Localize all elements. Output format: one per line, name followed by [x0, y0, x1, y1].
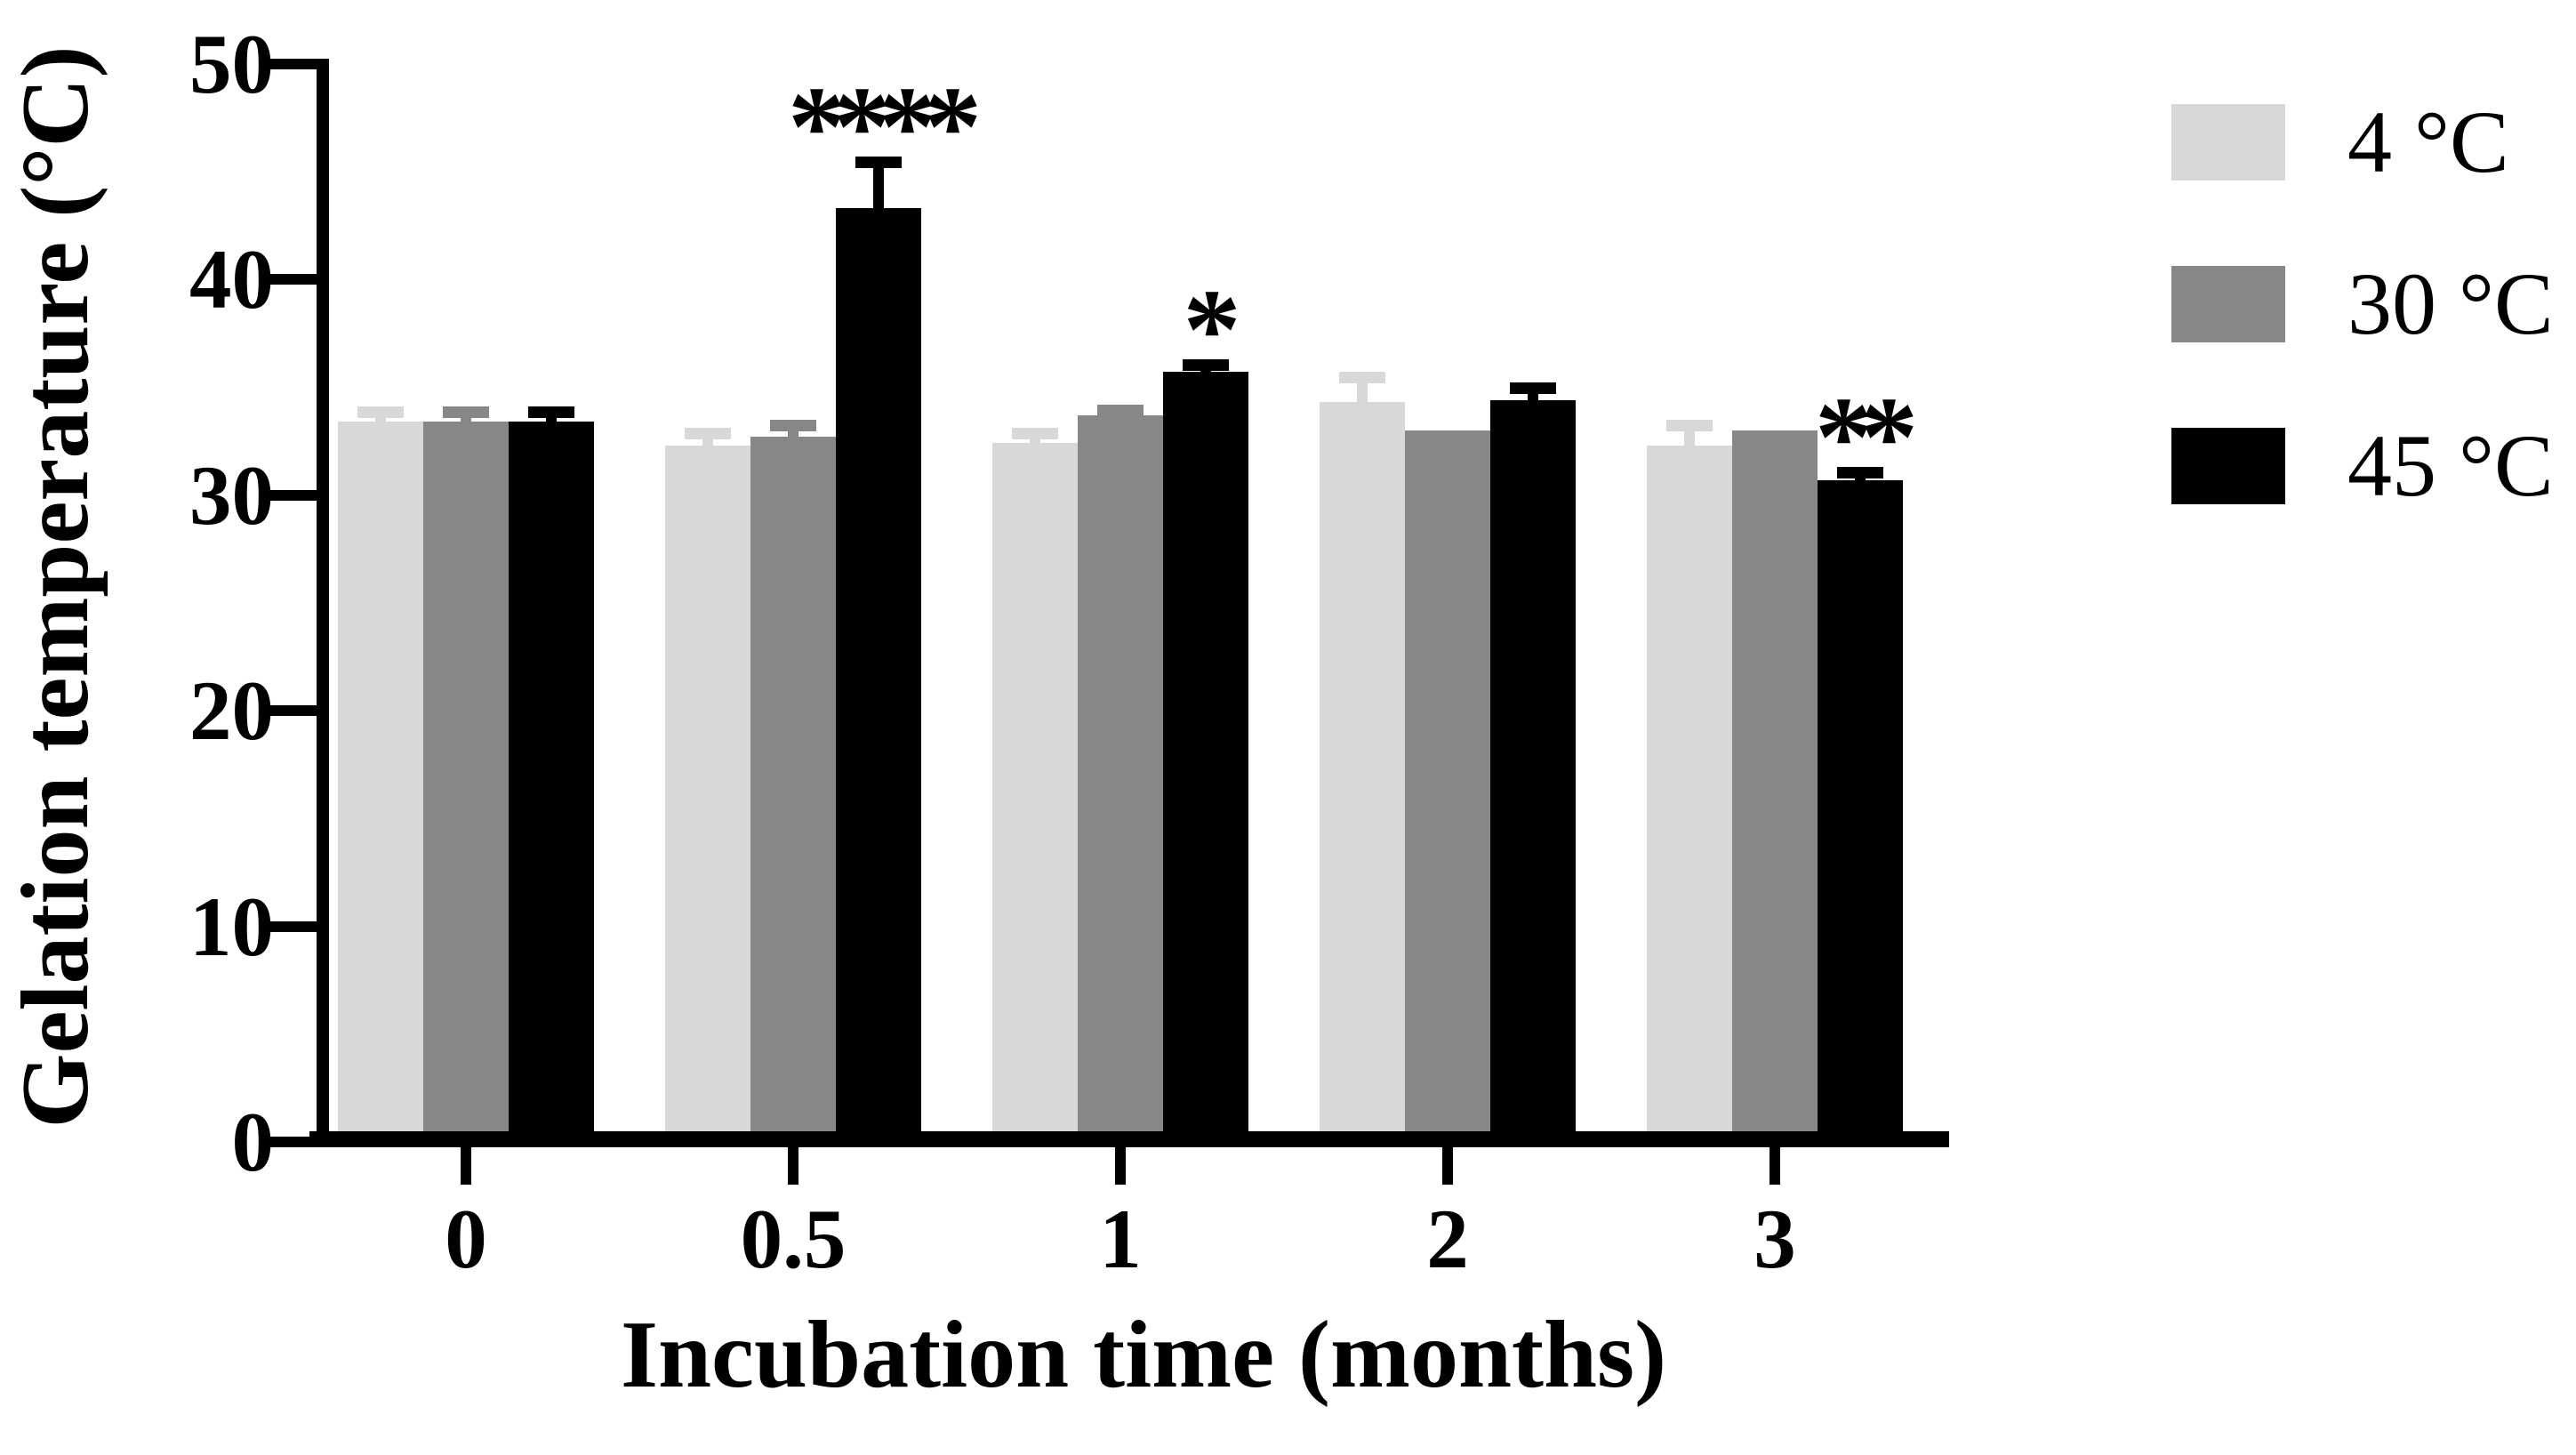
- bar-3-4°C: [1647, 445, 1732, 1147]
- bar-0.5-30°C: [750, 437, 836, 1147]
- error-bar-cap: [1666, 419, 1713, 431]
- legend-label: 45 °C: [2347, 416, 2554, 515]
- bar-2-45°C: [1490, 399, 1576, 1147]
- bar-0.5-4°C: [665, 445, 750, 1147]
- y-tick-label: 50: [189, 16, 274, 111]
- error-bar-cap: [1097, 404, 1144, 416]
- y-tick-label: 30: [189, 447, 274, 543]
- bar-1-30°C: [1078, 414, 1163, 1147]
- error-bar-cap: [1012, 428, 1058, 440]
- error-bar-cap: [1183, 358, 1229, 371]
- legend-label: 4 °C: [2347, 92, 2509, 191]
- x-axis-tick: [1442, 1147, 1453, 1185]
- bar-3-45°C: [1818, 479, 1903, 1147]
- significance-annotation: **: [1815, 373, 1918, 502]
- legend-swatch: [2171, 104, 2285, 181]
- y-tick-label: 0: [231, 1095, 275, 1189]
- y-axis-tick: [269, 489, 317, 501]
- legend-label: 30 °C: [2347, 254, 2554, 353]
- y-axis-line: [317, 59, 329, 1147]
- x-tick-label: 1: [1099, 1192, 1142, 1286]
- y-tick-label: 40: [189, 232, 274, 326]
- x-axis-tick: [788, 1147, 798, 1185]
- y-axis-tick: [269, 705, 317, 716]
- y-tick-label: 20: [189, 663, 274, 758]
- bar-3-30°C: [1732, 430, 1818, 1147]
- bar-0-30°C: [423, 422, 509, 1147]
- y-axis-tick: [269, 920, 317, 932]
- error-bar-cap: [1510, 382, 1556, 395]
- bar-1-45°C: [1163, 372, 1248, 1147]
- bar-2-4°C: [1320, 402, 1405, 1147]
- significance-annotation: ****: [788, 62, 982, 191]
- bar-0-4°C: [338, 422, 423, 1147]
- error-bar-cap: [685, 428, 731, 440]
- error-bar-cap: [443, 406, 489, 419]
- y-axis-tick: [269, 1137, 317, 1147]
- x-axis-tick: [1115, 1147, 1126, 1185]
- bar-0-45°C: [509, 422, 594, 1147]
- x-axis-tick: [1769, 1147, 1780, 1185]
- x-tick-label: 0.5: [740, 1192, 847, 1286]
- y-axis-tick: [269, 58, 317, 69]
- significance-annotation: *: [1183, 265, 1241, 394]
- error-bar-cap: [528, 406, 574, 419]
- y-tick-label: 10: [189, 879, 274, 974]
- x-axis-title: Incubation time (months): [620, 1302, 1667, 1408]
- x-axis-tick: [461, 1147, 471, 1185]
- x-axis-line: [309, 1131, 1949, 1147]
- bar-2-30°C: [1405, 430, 1490, 1147]
- error-bar-cap: [1837, 466, 1883, 478]
- legend-swatch: [2171, 428, 2285, 504]
- x-tick-label: 0: [445, 1192, 487, 1286]
- x-tick-label: 3: [1753, 1192, 1796, 1286]
- error-bar-cap: [357, 406, 404, 419]
- bar-1-4°C: [992, 443, 1078, 1147]
- error-bar-cap: [855, 156, 902, 168]
- error-bar-cap: [770, 419, 816, 431]
- y-axis-tick: [269, 274, 317, 285]
- bar-0.5-45°C: [836, 207, 921, 1147]
- legend-swatch: [2171, 266, 2285, 342]
- x-tick-label: 2: [1426, 1192, 1469, 1286]
- error-bar-cap: [1339, 372, 1385, 384]
